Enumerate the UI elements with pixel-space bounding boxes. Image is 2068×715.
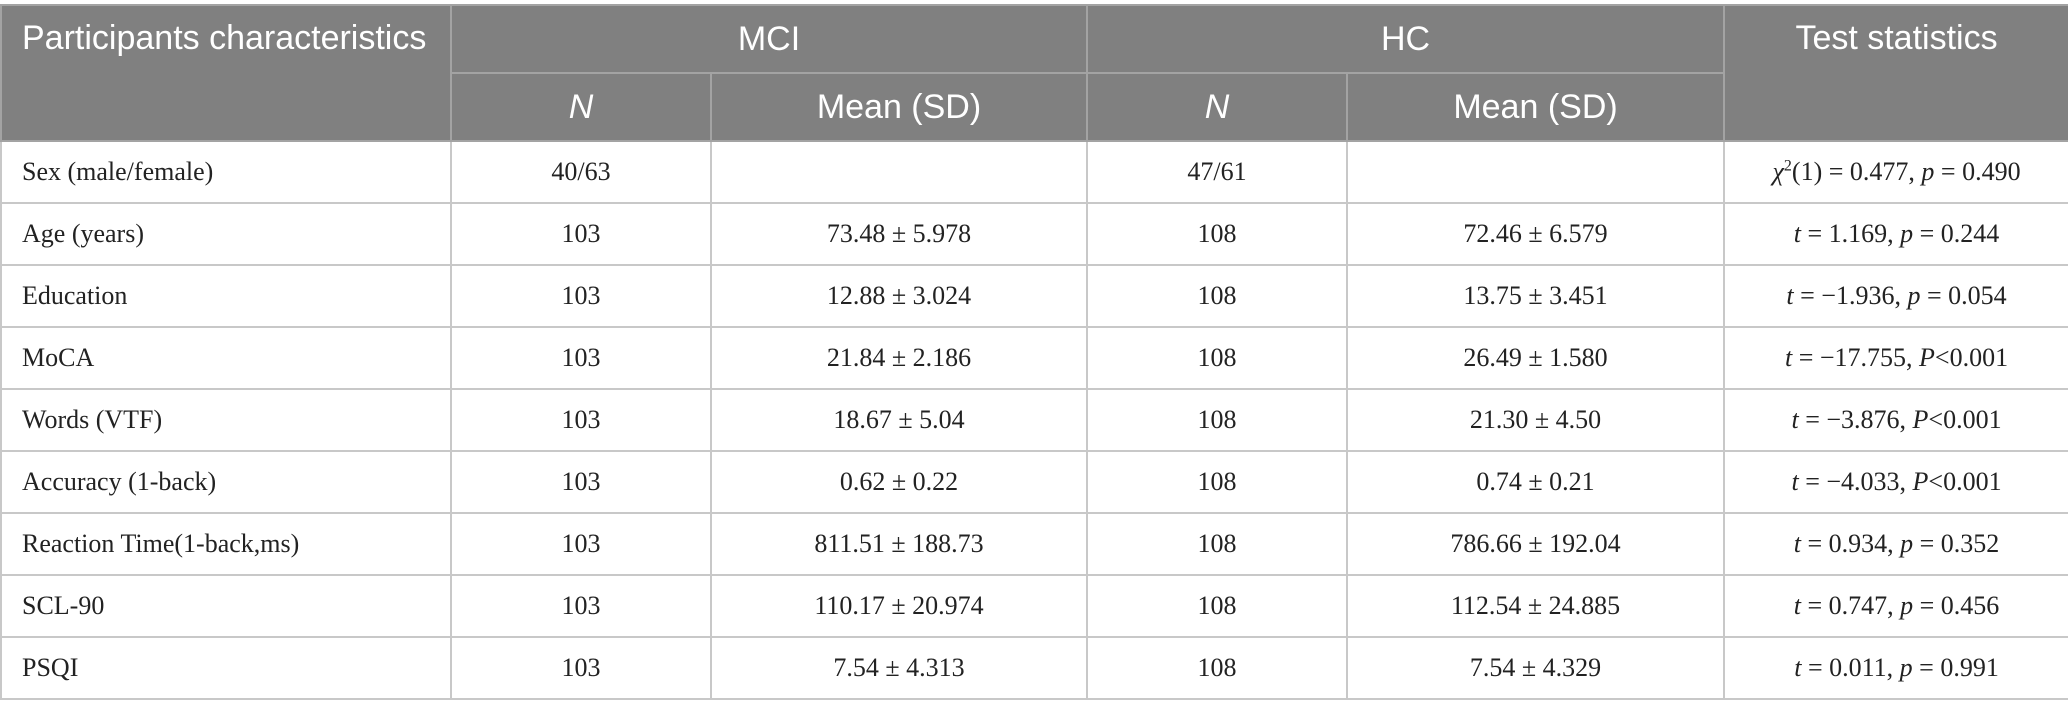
table-row: Reaction Time(1-back,ms) 103 811.51 ± 188.… xyxy=(0,512,2068,576)
participants-characteristics-header: Participants characteristics xyxy=(0,4,452,142)
hc-n-cell: 108 xyxy=(1086,388,1349,452)
mci-mean-cell xyxy=(709,140,1089,204)
test-statistic-cell: χ2(1) = 0.477, p = 0.490 xyxy=(1723,140,2068,204)
hc-mean-cell: 7.54 ± 4.329 xyxy=(1346,636,1726,700)
test-statistic-cell: t = 0.747, p = 0.456 xyxy=(1723,574,2068,638)
hc-mean-cell: 72.46 ± 6.579 xyxy=(1346,202,1726,266)
mci-mean-cell: 12.88 ± 3.024 xyxy=(709,264,1089,328)
table-row: SCL-90 103 110.17 ± 20.974 108 112.54 ± 24.8… xyxy=(0,574,2068,638)
test-statistic-cell: t = −4.033, P<0.001 xyxy=(1723,450,2068,514)
table-row: PSQI 103 7.54 ± 4.313 108 7.54 ± 4.329 t = 0.… xyxy=(0,636,2068,700)
row-label: Accuracy (1-back) xyxy=(0,450,452,514)
table-row: Words (VTF) 103 18.67 ± 5.04 108 21.30 ± 4.5… xyxy=(0,388,2068,452)
hc-n-cell: 47/61 xyxy=(1086,140,1349,204)
table-row: MoCA 103 21.84 ± 2.186 108 26.49 ± 1.580 t = … xyxy=(0,326,2068,390)
row-label: Words (VTF) xyxy=(0,388,452,452)
mci-mean-cell: 811.51 ± 188.73 xyxy=(709,512,1089,576)
hc-n-cell: 108 xyxy=(1086,636,1349,700)
hc-mean-cell: 112.54 ± 24.885 xyxy=(1346,574,1726,638)
hc-mean-cell xyxy=(1346,140,1726,204)
test-statistic-cell: t = 0.934, p = 0.352 xyxy=(1723,512,2068,576)
table-row: Sex (male/female) 40/63 47/61 χ2(1) = 0.477… xyxy=(0,140,2068,204)
mci-mean-cell: 110.17 ± 20.974 xyxy=(709,574,1089,638)
row-label: SCL-90 xyxy=(0,574,452,638)
mci-n-cell: 103 xyxy=(450,450,712,514)
mci-n-cell: 103 xyxy=(450,388,712,452)
mci-mean-cell: 21.84 ± 2.186 xyxy=(709,326,1089,390)
test-statistic-cell: t = 0.011, p = 0.991 xyxy=(1723,636,2068,700)
test-statistic-cell: t = −1.936, p = 0.054 xyxy=(1723,264,2068,328)
table-header: Participants characteristics MCI HC Test… xyxy=(0,4,2068,142)
row-label: PSQI xyxy=(0,636,452,700)
hc-mean-sd-header: Mean (SD) xyxy=(1346,72,1726,142)
test-statistic-cell: t = 1.169, p = 0.244 xyxy=(1723,202,2068,266)
mci-n-cell: 103 xyxy=(450,574,712,638)
hc-n-cell: 108 xyxy=(1086,264,1349,328)
hc-mean-cell: 0.74 ± 0.21 xyxy=(1346,450,1726,514)
row-label: Age (years) xyxy=(0,202,452,266)
hc-n-header: N xyxy=(1086,72,1349,142)
participants-table: Participants characteristics MCI HC Test… xyxy=(0,4,2068,700)
row-label: Education xyxy=(0,264,452,328)
table-body: Sex (male/female) 40/63 47/61 χ2(1) = 0.477… xyxy=(0,140,2068,700)
hc-n-cell: 108 xyxy=(1086,450,1349,514)
mci-mean-sd-header: Mean (SD) xyxy=(709,72,1089,142)
hc-mean-cell: 21.30 ± 4.50 xyxy=(1346,388,1726,452)
table-row: Education 103 12.88 ± 3.024 108 13.75 ± 3.45… xyxy=(0,264,2068,328)
mci-group-header: MCI xyxy=(449,4,1089,74)
hc-group-header: HC xyxy=(1086,4,1726,74)
table-row: Age (years) 103 73.48 ± 5.978 108 72.46 ± 6.… xyxy=(0,202,2068,266)
mci-n-cell: 103 xyxy=(450,264,712,328)
test-statistic-cell: t = −3.876, P<0.001 xyxy=(1723,388,2068,452)
hc-n-cell: 108 xyxy=(1086,326,1349,390)
row-label: Reaction Time(1-back,ms) xyxy=(0,512,452,576)
mci-mean-cell: 0.62 ± 0.22 xyxy=(709,450,1089,514)
hc-mean-cell: 26.49 ± 1.580 xyxy=(1346,326,1726,390)
mci-n-header: N xyxy=(450,72,712,142)
table-row: Accuracy (1-back) 103 0.62 ± 0.22 108 0.74 ±… xyxy=(0,450,2068,514)
mci-n-cell: 40/63 xyxy=(450,140,712,204)
hc-n-cell: 108 xyxy=(1086,512,1349,576)
mci-mean-cell: 73.48 ± 5.978 xyxy=(709,202,1089,266)
mci-n-cell: 103 xyxy=(450,512,712,576)
test-statistic-cell: t = −17.755, P<0.001 xyxy=(1723,326,2068,390)
row-label: Sex (male/female) xyxy=(0,140,452,204)
hc-mean-cell: 786.66 ± 192.04 xyxy=(1346,512,1726,576)
mci-n-cell: 103 xyxy=(450,326,712,390)
mci-mean-cell: 7.54 ± 4.313 xyxy=(709,636,1089,700)
hc-mean-cell: 13.75 ± 3.451 xyxy=(1346,264,1726,328)
mci-n-cell: 103 xyxy=(450,636,712,700)
mci-n-cell: 103 xyxy=(450,202,712,266)
row-label: MoCA xyxy=(0,326,452,390)
hc-n-cell: 108 xyxy=(1086,202,1349,266)
hc-n-cell: 108 xyxy=(1086,574,1349,638)
mci-mean-cell: 18.67 ± 5.04 xyxy=(709,388,1089,452)
test-statistics-header: Test statistics xyxy=(1723,4,2068,142)
